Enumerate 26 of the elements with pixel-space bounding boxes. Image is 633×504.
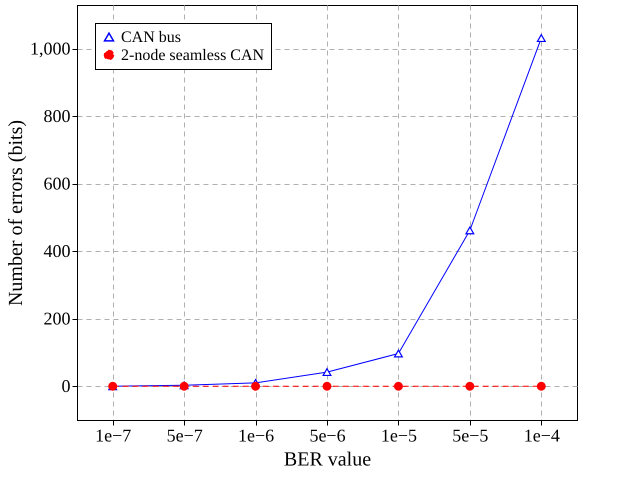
x-tick-label: 1e−5 xyxy=(380,426,417,446)
point xyxy=(394,350,403,358)
x-tick-label: 1e−6 xyxy=(238,426,274,446)
point xyxy=(322,382,332,391)
x-tick-label: 5e−5 xyxy=(452,426,488,446)
point xyxy=(394,382,403,391)
point xyxy=(536,382,546,391)
x-tick-label: 5e−6 xyxy=(309,426,346,446)
y-tick-label: 0 xyxy=(62,376,70,396)
y-tick-label: 600 xyxy=(44,173,70,194)
x-tick-label: 1e−7 xyxy=(95,426,132,446)
y-tick-label: 400 xyxy=(44,240,70,261)
y-tick-label: 200 xyxy=(44,308,70,328)
point xyxy=(465,382,474,391)
point xyxy=(322,368,332,376)
y-tick-label: 800 xyxy=(44,106,70,126)
x-tick-label: 5e−7 xyxy=(166,426,203,446)
point xyxy=(465,226,474,234)
legend-label: CAN bus xyxy=(121,29,182,46)
x-tick-label: 1e−4 xyxy=(524,426,560,446)
point xyxy=(536,34,546,42)
x-axis-title: BER value xyxy=(284,448,372,470)
point xyxy=(251,382,260,391)
legend-label: 2-node seamless CAN xyxy=(121,47,265,64)
y-tick-label: 1,000 xyxy=(30,38,70,58)
y-axis-title: Number of errors (bits) xyxy=(5,120,27,306)
